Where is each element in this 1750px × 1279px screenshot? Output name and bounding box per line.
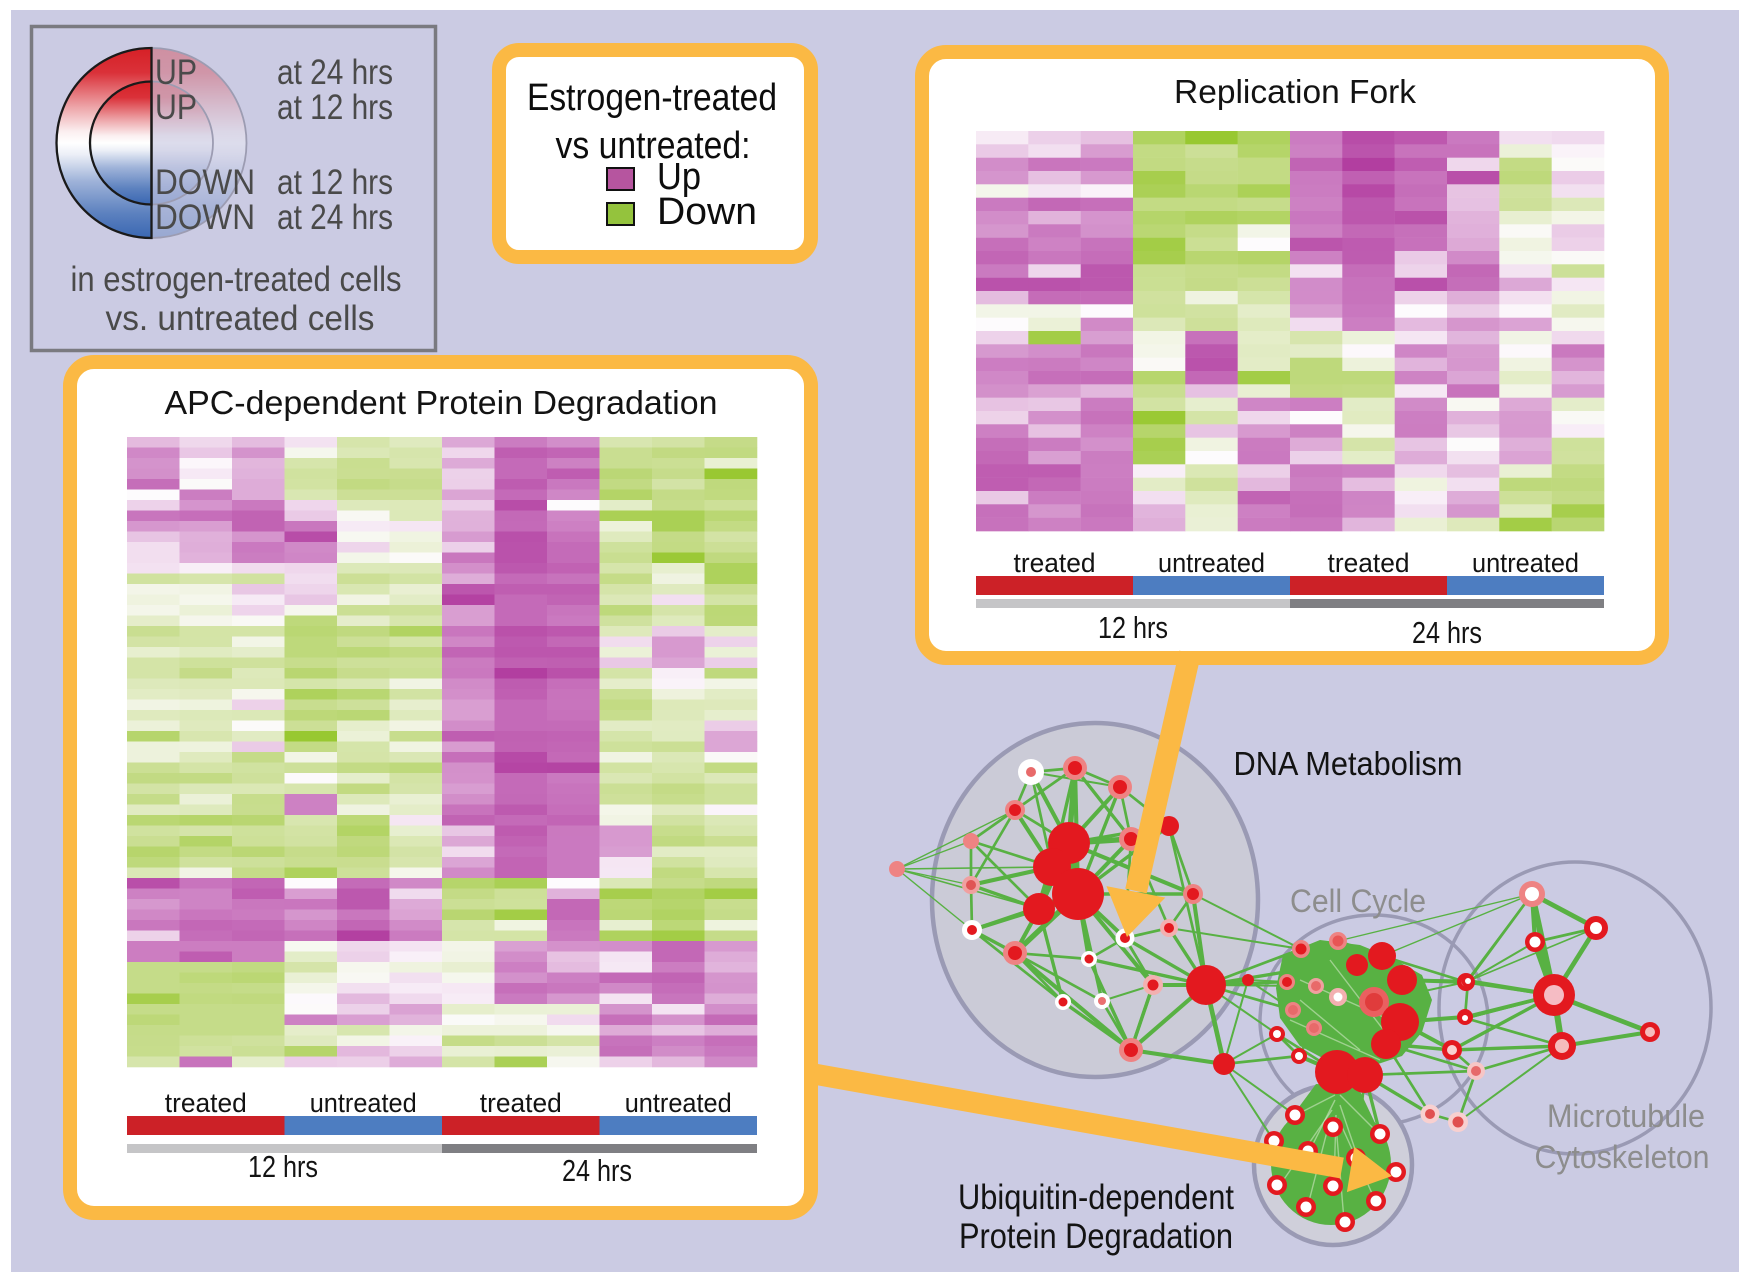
svg-text:24 hrs: 24 hrs: [1412, 615, 1482, 650]
svg-text:Ubiquitin-dependent: Ubiquitin-dependent: [958, 1178, 1234, 1217]
svg-text:Protein Degradation: Protein Degradation: [959, 1217, 1233, 1256]
svg-text:untreated: untreated: [310, 1088, 417, 1118]
svg-text:12 hrs: 12 hrs: [248, 1149, 318, 1184]
svg-text:at 12 hrs: at 12 hrs: [277, 163, 393, 202]
svg-text:Microtubule: Microtubule: [1547, 1098, 1705, 1134]
svg-text:treated: treated: [1328, 548, 1410, 578]
svg-text:DOWN: DOWN: [155, 163, 255, 202]
svg-text:at 24 hrs: at 24 hrs: [277, 198, 393, 237]
svg-text:treated: treated: [480, 1088, 562, 1118]
svg-text:treated: treated: [1014, 548, 1096, 578]
svg-text:at 12 hrs: at 12 hrs: [277, 88, 393, 127]
svg-text:vs untreated:: vs untreated:: [556, 125, 751, 167]
svg-text:untreated: untreated: [625, 1088, 732, 1118]
svg-text:DOWN: DOWN: [155, 198, 255, 237]
svg-text:in estrogen-treated cells: in estrogen-treated cells: [71, 260, 402, 299]
svg-text:vs. untreated cells: vs. untreated cells: [106, 299, 375, 338]
svg-text:untreated: untreated: [1472, 548, 1579, 578]
svg-text:12 hrs: 12 hrs: [1098, 610, 1168, 645]
svg-text:DNA Metabolism: DNA Metabolism: [1234, 745, 1463, 782]
svg-text:APC-dependent Protein Degradat: APC-dependent Protein Degradation: [165, 384, 718, 421]
svg-text:untreated: untreated: [1158, 548, 1265, 578]
svg-text:Cytoskeleton: Cytoskeleton: [1535, 1139, 1710, 1175]
svg-text:at 24 hrs: at 24 hrs: [277, 53, 393, 92]
svg-text:Up: Up: [657, 156, 701, 198]
svg-text:treated: treated: [165, 1088, 247, 1118]
svg-text:Replication Fork: Replication Fork: [1174, 73, 1416, 110]
svg-text:Estrogen-treated: Estrogen-treated: [527, 77, 777, 119]
svg-text:Cell Cycle: Cell Cycle: [1290, 883, 1426, 919]
svg-text:24 hrs: 24 hrs: [562, 1153, 632, 1188]
svg-text:UP: UP: [155, 88, 197, 127]
svg-text:UP: UP: [155, 53, 197, 92]
svg-text:Down: Down: [657, 191, 757, 233]
